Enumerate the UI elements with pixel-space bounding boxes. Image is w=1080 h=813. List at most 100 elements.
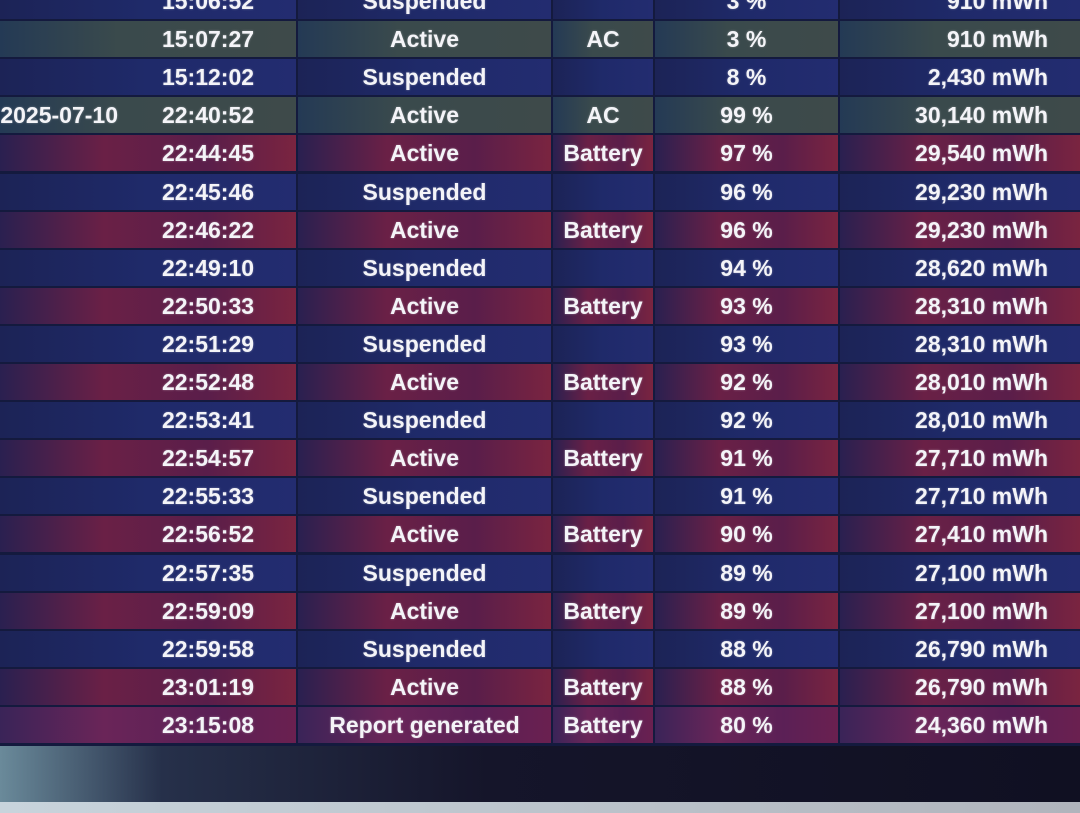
percent-cell: 89 % xyxy=(720,559,773,586)
percent-cell: 92 % xyxy=(720,369,773,395)
cell-background xyxy=(553,478,653,515)
cell-background xyxy=(840,706,1080,743)
energy-cell: 30,140 mWh xyxy=(915,102,1048,129)
cell-background xyxy=(298,668,551,705)
cell-background xyxy=(553,211,653,248)
time-cell: 22:40:52 xyxy=(161,102,255,129)
cell-background xyxy=(655,211,838,248)
cell-background xyxy=(840,516,1080,553)
table-row: 22:53:41 Suspended 92 % 28,010 mWh xyxy=(0,402,1080,439)
state-cell: Suspended xyxy=(362,407,487,434)
cell-background xyxy=(0,97,296,134)
cell-background xyxy=(840,249,1080,286)
percent-cell: 96 % xyxy=(720,216,773,243)
table-row: 22:52:48 Active Battery 92 % 28,010 mWh xyxy=(0,364,1080,400)
cell-background xyxy=(655,249,838,286)
cell-background xyxy=(0,478,296,515)
cell-background xyxy=(655,440,838,477)
energy-cell: 26,790 mWh xyxy=(915,635,1048,662)
energy-cell: 27,100 mWh xyxy=(915,559,1048,586)
cell-background xyxy=(0,516,296,553)
source-cell: Battery xyxy=(563,140,643,167)
energy-cell: 26,790 mWh xyxy=(915,673,1048,700)
time-cell: 22:50:33 xyxy=(161,292,255,319)
cell-background xyxy=(0,59,296,96)
cell-background xyxy=(655,364,838,400)
time-cell: 22:49:10 xyxy=(161,254,255,281)
date-cell: 2025-07-10 xyxy=(0,102,118,129)
state-cell: Active xyxy=(389,140,460,167)
cell-background xyxy=(553,135,653,172)
source-cell: Battery xyxy=(563,445,643,472)
table-row: 22:49:10 Suspended 94 % 28,620 mWh xyxy=(0,249,1080,286)
state-cell: Active xyxy=(389,216,460,243)
state-cell: Active xyxy=(389,521,460,548)
state-cell: Report generated xyxy=(329,711,520,738)
cell-background xyxy=(298,59,551,96)
source-cell: AC xyxy=(586,102,620,129)
cell-background xyxy=(840,287,1080,324)
time-cell: 22:51:29 xyxy=(161,330,255,357)
energy-cell: 28,010 mWh xyxy=(915,407,1048,434)
energy-cell: 24,360 mWh xyxy=(915,711,1048,738)
energy-cell: 910 mWh xyxy=(947,0,1048,14)
cell-background xyxy=(0,364,296,400)
percent-cell: 91 % xyxy=(720,483,773,510)
cell-background xyxy=(840,173,1080,210)
state-cell: Active xyxy=(389,445,460,472)
state-cell: Active xyxy=(389,26,460,53)
energy-cell: 29,230 mWh xyxy=(915,178,1048,205)
energy-cell: 28,310 mWh xyxy=(915,330,1048,357)
source-cell: AC xyxy=(586,26,620,53)
cell-background xyxy=(0,592,296,629)
cell-background xyxy=(840,211,1080,248)
energy-cell: 27,710 mWh xyxy=(915,483,1048,510)
table-row: 22:51:29 Suspended 93 % 28,310 mWh xyxy=(0,325,1080,362)
cell-background xyxy=(298,97,551,134)
cell-background xyxy=(655,287,838,324)
cell-background xyxy=(0,554,296,591)
cell-background xyxy=(298,325,551,362)
cell-background xyxy=(553,0,653,19)
cell-background xyxy=(655,668,838,705)
table-row: 22:45:46 Suspended 96 % 29,230 mWh xyxy=(0,173,1080,210)
time-cell: 22:56:52 xyxy=(161,521,255,548)
cell-background xyxy=(298,706,551,743)
energy-cell: 29,230 mWh xyxy=(915,216,1048,243)
cell-background xyxy=(553,706,653,743)
table-row: 22:59:58 Suspended 88 % 26,790 mWh xyxy=(0,630,1080,667)
percent-cell: 97 % xyxy=(720,140,773,167)
cell-background xyxy=(0,211,296,248)
percent-cell: 88 % xyxy=(720,635,773,662)
cell-background xyxy=(655,135,838,172)
cell-background xyxy=(298,173,551,210)
cell-background xyxy=(298,592,551,629)
state-cell: Suspended xyxy=(362,0,487,14)
cell-background xyxy=(840,97,1080,134)
percent-cell: 92 % xyxy=(720,407,773,434)
cell-background xyxy=(298,402,551,439)
time-cell: 22:59:58 xyxy=(161,635,255,662)
state-cell: Suspended xyxy=(362,178,487,205)
percent-cell: 91 % xyxy=(720,445,773,472)
cell-background xyxy=(0,402,296,439)
cell-background xyxy=(655,325,838,362)
percent-cell: 80 % xyxy=(720,711,773,738)
cell-background xyxy=(840,402,1080,439)
cell-background xyxy=(298,249,551,286)
time-cell: 22:44:45 xyxy=(161,140,255,167)
cell-background xyxy=(553,173,653,210)
percent-cell: 94 % xyxy=(720,254,773,281)
cell-background xyxy=(655,516,838,553)
energy-cell: 28,620 mWh xyxy=(915,254,1048,281)
source-cell: Battery xyxy=(563,369,643,395)
source-cell: Battery xyxy=(563,216,643,243)
cell-background xyxy=(553,592,653,629)
cell-background xyxy=(298,440,551,477)
state-cell: Active xyxy=(389,369,460,395)
percent-cell: 3 % xyxy=(726,26,767,53)
table-row: 15:07:27 Active AC 3 % 910 mWh xyxy=(0,21,1080,58)
energy-cell: 27,100 mWh xyxy=(915,597,1048,624)
energy-cell: 27,410 mWh xyxy=(915,521,1048,548)
